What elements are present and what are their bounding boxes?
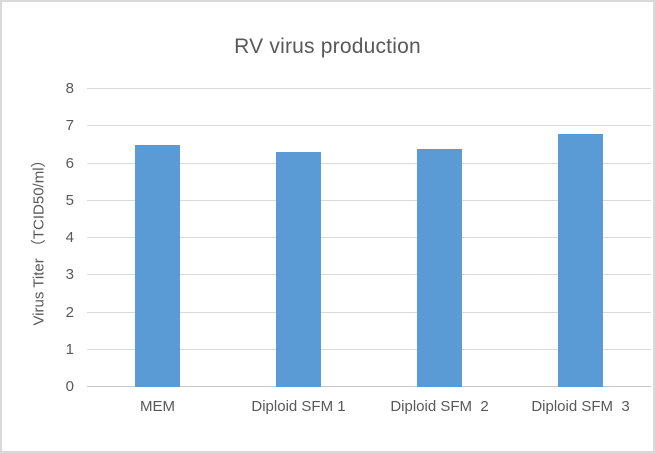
bar-series [87, 89, 651, 387]
bar-slot [228, 89, 369, 387]
gridline-y-0 [87, 386, 651, 387]
y-tick-label-7: 7 [65, 117, 74, 135]
bar-diploid-sfm-3 [558, 133, 603, 387]
gridline-y-2 [87, 311, 651, 313]
gridline-y-7 [87, 125, 651, 127]
x-label-diploid-sfm-1: Diploid SFM 1 [251, 398, 346, 415]
y-tick-label-4: 4 [65, 229, 74, 246]
gridline-y-6 [87, 162, 651, 164]
bar-slot [510, 89, 651, 387]
x-label-mem: MEM [140, 398, 175, 415]
y-tick-label-2: 2 [65, 303, 74, 321]
bar-slot [369, 89, 510, 387]
gridline-y-3 [87, 274, 651, 276]
plot-area [87, 88, 651, 387]
bar-mem [135, 144, 180, 387]
y-tick-label-0: 0 [65, 378, 74, 395]
gridline-y-1 [87, 348, 651, 350]
y-tick-label-8: 8 [65, 80, 74, 97]
x-axis: MEM Diploid SFM 1 Diploid SFM 2 Diploid SFM… [87, 398, 651, 415]
bar-diploid-sfm-1 [276, 152, 321, 387]
gridline-y-4 [87, 237, 651, 238]
bar-diploid-sfm-2 [417, 148, 462, 387]
x-label-diploid-sfm-3: Diploid SFM 3 [531, 398, 630, 415]
y-tick-label-3: 3 [65, 266, 74, 284]
gridline-y-8 [87, 88, 651, 89]
chart-title: RV virus production [234, 35, 421, 58]
x-label-diploid-sfm-2: Diploid SFM 2 [390, 398, 489, 415]
gridline-y-5 [87, 199, 651, 201]
y-tick-label-6: 6 [65, 154, 74, 172]
y-tick-label-5: 5 [65, 191, 74, 209]
bar-slot [87, 89, 228, 387]
y-tick-label-1: 1 [65, 340, 74, 358]
